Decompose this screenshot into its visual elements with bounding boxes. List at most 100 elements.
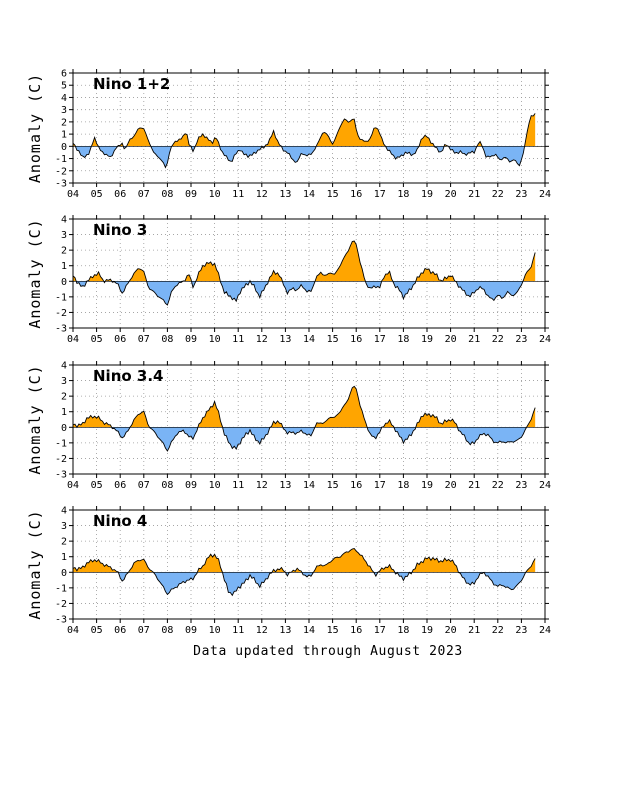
x-tick-label: 13 (279, 189, 291, 200)
x-tick-label: 15 (327, 334, 339, 345)
y-axis-label: Anomaly (C) (26, 364, 44, 474)
x-tick-label: 22 (492, 334, 504, 345)
y-tick-label: -2 (55, 308, 67, 319)
footer-note: Data updated through August 2023 (193, 644, 463, 659)
anomaly-series-line (73, 385, 536, 452)
x-tick-label: 19 (421, 625, 433, 636)
x-tick-label: 16 (350, 480, 362, 491)
x-tick-label: 05 (91, 625, 103, 636)
anomaly-series-line (73, 240, 536, 306)
panel-title: Nino 1+2 (93, 75, 170, 93)
y-tick-label: -2 (55, 166, 67, 177)
x-tick-label: 10 (209, 189, 221, 200)
y-axis-label: Anomaly (C) (26, 218, 44, 328)
x-tick-label: 23 (515, 625, 527, 636)
x-tick-label: 22 (492, 625, 504, 636)
x-tick-label: 21 (468, 625, 480, 636)
x-tick-label: 06 (114, 189, 126, 200)
y-tick-label: 3 (61, 376, 67, 387)
y-tick-label: 1 (61, 552, 67, 563)
panel-title: Nino 4 (93, 512, 147, 530)
y-tick-label: -3 (55, 470, 67, 481)
x-tick-label: 10 (209, 625, 221, 636)
y-tick-label: 4 (61, 93, 67, 104)
x-tick-label: 09 (185, 480, 197, 491)
x-tick-label: 20 (445, 189, 457, 200)
y-tick-label: -1 (55, 438, 67, 449)
x-tick-label: 17 (374, 189, 386, 200)
x-tick-label: 18 (397, 189, 409, 200)
x-tick-label: 14 (303, 334, 315, 345)
x-tick-label: 22 (492, 189, 504, 200)
x-tick-label: 20 (445, 334, 457, 345)
x-tick-label: 23 (515, 480, 527, 491)
x-tick-label: 11 (232, 480, 244, 491)
positive-anomaly-area (73, 548, 536, 573)
x-tick-label: 12 (256, 480, 268, 491)
x-tick-label: 20 (445, 625, 457, 636)
x-tick-label: 05 (91, 189, 103, 200)
x-tick-label: 22 (492, 480, 504, 491)
x-tick-label: 04 (67, 480, 79, 491)
x-tick-label: 24 (539, 480, 551, 491)
x-tick-label: 19 (421, 334, 433, 345)
negative-anomaly-area (75, 146, 525, 168)
y-tick-label: 4 (61, 215, 67, 226)
y-tick-label: 2 (61, 537, 67, 548)
y-tick-label: -1 (55, 292, 67, 303)
x-tick-label: 18 (397, 625, 409, 636)
y-tick-label: 2 (61, 392, 67, 403)
y-tick-label: 5 (61, 81, 67, 92)
anomaly-series-line (73, 113, 536, 169)
y-tick-label: 1 (61, 407, 67, 418)
x-tick-label: 06 (114, 480, 126, 491)
y-tick-label: -3 (55, 615, 67, 626)
x-tick-label: 18 (397, 334, 409, 345)
x-tick-label: 16 (350, 625, 362, 636)
y-axis-label: Anomaly (C) (26, 509, 44, 619)
x-tick-label: 04 (67, 334, 79, 345)
x-tick-label: 14 (303, 480, 315, 491)
x-tick-label: 11 (232, 334, 244, 345)
x-tick-label: 12 (256, 625, 268, 636)
negative-anomaly-area (73, 281, 536, 306)
x-tick-label: 05 (91, 480, 103, 491)
y-tick-label: 0 (61, 142, 67, 153)
x-tick-label: 20 (445, 480, 457, 491)
x-tick-label: 11 (232, 625, 244, 636)
positive-anomaly-area (73, 241, 536, 282)
x-tick-label: 15 (327, 189, 339, 200)
y-tick-label: 3 (61, 521, 67, 532)
x-tick-label: 16 (350, 189, 362, 200)
x-tick-label: 19 (421, 480, 433, 491)
x-tick-label: 10 (209, 480, 221, 491)
x-tick-label: 08 (161, 625, 173, 636)
x-tick-label: 13 (279, 480, 291, 491)
x-tick-label: 07 (138, 189, 150, 200)
x-tick-label: 06 (114, 625, 126, 636)
y-tick-label: 0 (61, 277, 67, 288)
x-tick-label: 21 (468, 189, 480, 200)
y-tick-label: 2 (61, 246, 67, 257)
x-tick-label: 24 (539, 189, 551, 200)
x-tick-label: 19 (421, 189, 433, 200)
y-tick-label: -3 (55, 179, 67, 190)
y-tick-label: -1 (55, 583, 67, 594)
x-tick-label: 06 (114, 334, 126, 345)
x-tick-label: 14 (303, 625, 315, 636)
x-tick-label: 07 (138, 334, 150, 345)
x-tick-label: 12 (256, 189, 268, 200)
x-tick-label: 23 (515, 189, 527, 200)
x-tick-label: 12 (256, 334, 268, 345)
x-tick-label: 07 (138, 480, 150, 491)
x-tick-label: 09 (185, 334, 197, 345)
x-tick-label: 14 (303, 189, 315, 200)
x-tick-label: 08 (161, 480, 173, 491)
y-tick-label: 3 (61, 230, 67, 241)
x-tick-label: 21 (468, 334, 480, 345)
x-tick-label: 08 (161, 334, 173, 345)
